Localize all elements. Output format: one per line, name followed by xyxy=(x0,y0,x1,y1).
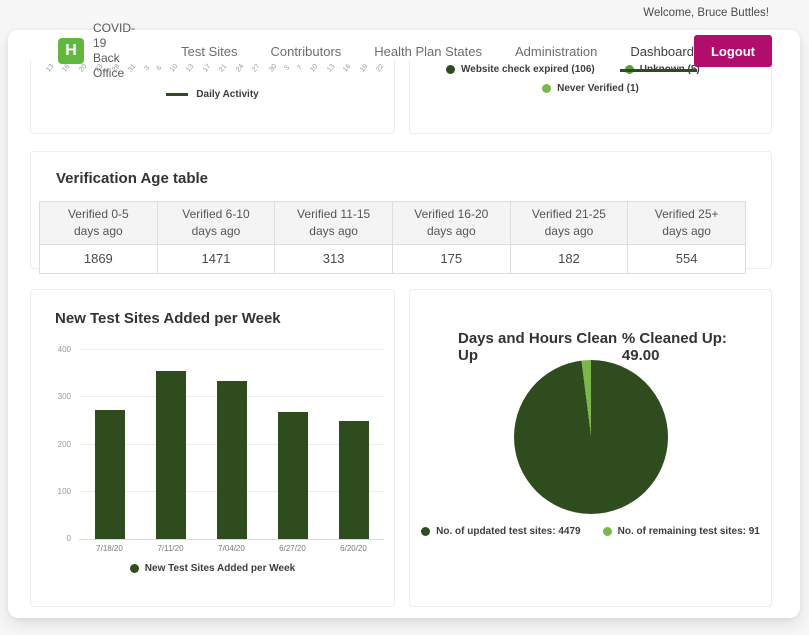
legend-item-remaining-sites[interactable]: No. of remaining test sites: 91 xyxy=(602,526,760,537)
daily-activity-legend-label: Daily Activity xyxy=(196,89,259,100)
table-value-cell: 1869 xyxy=(39,243,158,274)
line-series-icon xyxy=(166,93,189,96)
legend-item-new-test-sites[interactable]: New Test Sites Added per Week xyxy=(129,563,296,574)
logout-button[interactable]: Logout xyxy=(693,35,772,67)
legend-label: Never Verified (1) xyxy=(557,83,639,94)
table-value-row: 1869 1471 313 175 182 554 xyxy=(39,243,746,274)
x-axis-tick-label: 7/18/20 xyxy=(96,544,123,553)
table-value-cell: 182 xyxy=(509,243,629,274)
table-header-cell: Verified 0-5 days ago xyxy=(39,201,158,245)
table-header-cell: Verified 16-20 days ago xyxy=(391,201,511,245)
light-green-dot-icon xyxy=(602,527,612,536)
table-header-cell: Verified 11-15 days ago xyxy=(274,201,393,245)
legend-item-updated-sites[interactable]: No. of updated test sites: 4479 xyxy=(421,526,581,537)
nav-links: Test Sites Contributors Health Plan Stat… xyxy=(181,43,697,72)
app-logo-icon: H xyxy=(58,38,84,64)
verification-age-title: Verification Age table xyxy=(56,170,208,187)
weekly-bar-chart-legend: New Test Sites Added per Week xyxy=(31,563,394,574)
x-axis-tick-label: 6/27/20 xyxy=(279,544,306,553)
cleanup-pie[interactable] xyxy=(514,360,668,514)
bar-6/27/20[interactable] xyxy=(277,412,308,539)
x-axis-tick-label: 7/11/20 xyxy=(157,544,184,553)
bottom-charts-row: New Test Sites Added per Week 0 100 200 300… xyxy=(30,289,772,607)
table-header-cell: Verified 25+ days ago xyxy=(627,201,746,245)
table-header-cell: Verified 21-25 days ago xyxy=(509,201,629,245)
nav-item-administration[interactable]: Administration xyxy=(514,43,598,59)
y-axis-tick-label: 0 xyxy=(66,534,71,543)
bar-7/18/20[interactable] xyxy=(94,410,125,539)
weekly-bar-chart-card: New Test Sites Added per Week 0 100 200 300… xyxy=(30,289,395,607)
light-green-dot-icon xyxy=(542,84,552,93)
app-title: COVID-19 Back Office xyxy=(93,21,145,81)
x-axis-tick-label: 7/04/20 xyxy=(218,544,245,553)
dark-green-dot-icon xyxy=(129,564,139,573)
table-value-cell: 554 xyxy=(627,243,746,274)
nav-item-health-plan-states[interactable]: Health Plan States xyxy=(374,43,482,59)
x-axis-tick-label: 6/20/20 xyxy=(340,544,367,553)
y-axis-tick-label: 200 xyxy=(57,439,71,449)
app-title-line1: COVID-19 xyxy=(93,21,135,50)
legend-item-website-check-expired[interactable]: Website check expired (106) xyxy=(446,64,595,75)
legend-label: No. of updated test sites: 4479 xyxy=(436,526,581,537)
daily-activity-card: 13 16 20 23 28 31 3 6 10 13 17 21 24 27 30 3 7 10 13 16 19 22… xyxy=(30,60,395,134)
cleaned-up-percentage: % Cleaned Up: 49.00 xyxy=(621,330,727,364)
nav-item-dashboard[interactable]: Dashboard xyxy=(620,43,697,72)
y-axis-tick-label: 100 xyxy=(57,486,71,496)
top-charts-row: 13 16 20 23 28 31 3 6 10 13 17 21 24 27 30 3 7 10 13 16 19 22… xyxy=(30,60,772,134)
welcome-message: Welcome, Bruce Buttles! xyxy=(643,7,769,19)
legend-label: No. of remaining test sites: 91 xyxy=(617,526,760,537)
main-window: H COVID-19 Back Office Test Sites Contri… xyxy=(8,21,800,618)
dark-green-dot-icon xyxy=(446,65,455,74)
daily-activity-legend[interactable]: Daily Activity xyxy=(31,89,394,100)
nav-item-contributors[interactable]: Contributors xyxy=(270,43,342,59)
weekly-bar-chart-x-labels: 7/18/20 7/11/20 7/04/20 6/27/20 6/20/20 xyxy=(79,544,384,553)
cleanup-chart-header: Days and Hours Clean Up % Cleaned Up: 49… xyxy=(434,310,753,364)
bar-6/20/20[interactable] xyxy=(338,420,369,539)
cleanup-pie-chart-card: Days and Hours Clean Up % Cleaned Up: 49… xyxy=(409,289,772,607)
table-header-cell: Verified 6-10 days ago xyxy=(156,201,276,245)
verification-status-legend-row2: Never Verified (1) xyxy=(410,83,771,94)
bar-7/11/20[interactable] xyxy=(155,371,186,539)
nav-item-test-sites[interactable]: Test Sites xyxy=(181,43,238,59)
dark-green-dot-icon xyxy=(421,527,431,536)
table-header-row: Verified 0-5 days ago Verified 6-10 days a… xyxy=(39,201,746,245)
cleanup-pie-legend: No. of updated test sites: 4479 No. of r… xyxy=(410,526,771,537)
table-value-cell: 1471 xyxy=(156,243,276,274)
legend-label: New Test Sites Added per Week xyxy=(144,563,296,574)
table-value-cell: 313 xyxy=(274,243,393,274)
nav-bar: H COVID-19 Back Office Test Sites Contri… xyxy=(8,21,800,80)
table-value-cell: 175 xyxy=(391,243,511,274)
legend-label: Website check expired (106) xyxy=(461,64,595,75)
verification-age-table: Verified 0-5 days ago Verified 6-10 days a… xyxy=(39,201,746,274)
weekly-bar-chart-title: New Test Sites Added per Week xyxy=(55,310,281,327)
app-title-line2: Back Office xyxy=(93,51,125,80)
weekly-bar-chart-plot: 0 100 200 300 400 xyxy=(58,345,384,543)
y-axis-tick-label: 300 xyxy=(57,392,71,402)
y-axis-tick-label: 400 xyxy=(57,345,71,354)
gridline xyxy=(79,349,384,350)
cleanup-chart-title: Days and Hours Clean Up xyxy=(458,330,618,364)
legend-item-never-verified[interactable]: Never Verified (1) xyxy=(542,83,639,94)
verification-age-card: Verification Age table Verified 0-5 days … xyxy=(30,151,772,274)
bar-7/04/20[interactable] xyxy=(216,380,247,539)
dashboard-content: 13 16 20 23 28 31 3 6 10 13 17 21 24 27 30 3 7 10 13 16 19 22… xyxy=(8,60,800,607)
